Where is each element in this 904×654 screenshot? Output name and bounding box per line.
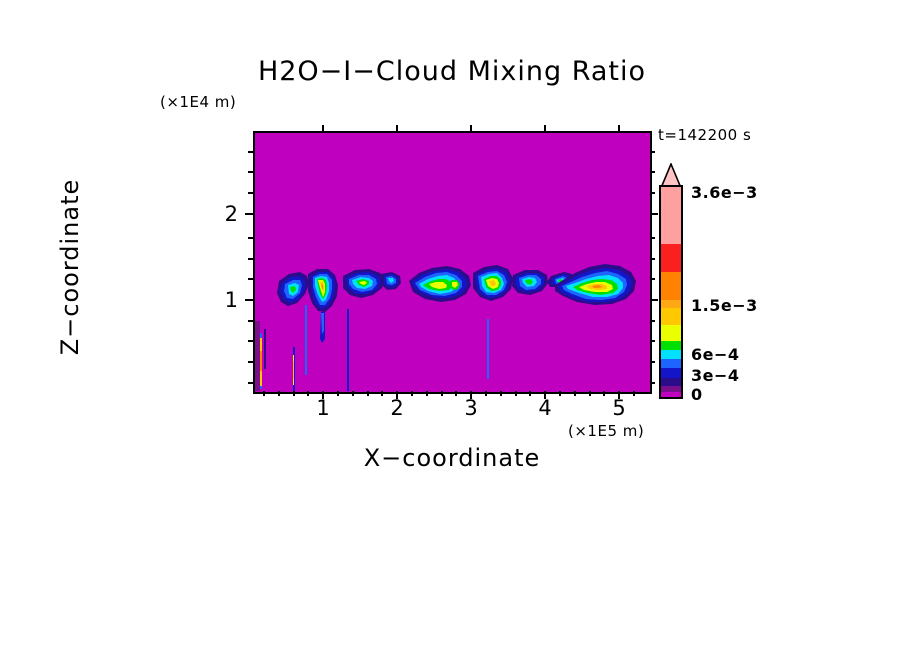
x-axis-units: (×1E5 m)	[568, 422, 645, 440]
figure-title: H2O−I−Cloud Mixing Ratio	[257, 56, 647, 87]
colorbar-label-6e-4: 6e−4	[691, 345, 740, 364]
y-tick-minor	[248, 237, 253, 239]
y-tick-right-minor	[650, 382, 655, 384]
x-tick-minor	[307, 391, 309, 396]
timestamp-label: t=142200 s	[658, 126, 752, 144]
colorbar-label-1_5e-3: 1.5e−3	[691, 296, 758, 315]
y-tick-minor	[248, 192, 253, 194]
contour-plot-area	[253, 131, 652, 394]
y-tick-right-major	[650, 299, 658, 301]
cloud-field-contours	[255, 264, 636, 391]
x-tick-minor	[603, 391, 605, 396]
y-tick-right-minor	[650, 278, 655, 280]
x-tick-label-1: 1	[316, 396, 330, 420]
colorbar-band-purple	[660, 386, 682, 392]
x-tick-minor	[426, 391, 428, 396]
cloud-cell-group-2	[343, 269, 401, 298]
x-tick-minor	[278, 391, 280, 396]
x-axis-title: X−coordinate	[363, 444, 541, 472]
x-tick-minor	[263, 391, 265, 396]
y-tick-right-minor	[650, 151, 655, 153]
colorbar-band-blue	[660, 368, 682, 378]
x-tick-top-major	[396, 125, 398, 133]
x-tick-label-3: 3	[464, 396, 478, 420]
colorbar-band-lightblue	[660, 359, 682, 368]
y-tick-right-minor	[650, 237, 655, 239]
colorbar-band-cyan	[660, 350, 682, 359]
x-tick-top-major	[322, 125, 324, 133]
x-tick-minor	[455, 391, 457, 396]
colorbar-band-yellow	[660, 325, 682, 341]
y-tick-minor	[248, 340, 253, 342]
x-tick-minor	[337, 391, 339, 396]
colorbar-band-9	[660, 272, 682, 300]
cloud-cell-group-1	[277, 269, 338, 343]
x-tick-label-4: 4	[538, 396, 552, 420]
y-tick-right-minor	[650, 320, 655, 322]
colorbar-label-3e-4: 3e−4	[691, 366, 740, 385]
y-tick-major-2	[245, 213, 253, 215]
x-tick-minor	[367, 391, 369, 396]
colorbar-band-navy	[660, 378, 682, 386]
colorbar-band-gold	[660, 308, 682, 325]
cloud-cell-group-6	[555, 264, 636, 305]
colorbar-band-10	[660, 244, 682, 272]
y-tick-major-1	[245, 299, 253, 301]
colorbar-band-magenta	[660, 392, 682, 398]
y-tick-minor	[248, 151, 253, 153]
y-tick-minor	[248, 278, 253, 280]
y-tick-minor	[248, 320, 253, 322]
x-tick-minor	[352, 391, 354, 396]
y-tick-minor	[248, 258, 253, 260]
x-tick-minor	[589, 391, 591, 396]
x-tick-top-major	[470, 125, 472, 133]
y-tick-minor	[248, 382, 253, 384]
x-tick-minor	[500, 391, 502, 396]
x-tick-minor	[515, 391, 517, 396]
x-tick-major-1	[322, 391, 324, 399]
y-tick-right-minor	[650, 192, 655, 194]
x-tick-minor	[559, 391, 561, 396]
x-tick-minor	[633, 391, 635, 396]
colorbar-band-11	[660, 186, 682, 244]
x-tick-top-major	[544, 125, 546, 133]
x-tick-minor	[381, 391, 383, 396]
x-tick-label-5: 5	[612, 396, 626, 420]
colorbar-band-green	[660, 341, 682, 350]
x-tick-minor	[529, 391, 531, 396]
colorbar-label-3_6e-3: 3.6e−3	[691, 183, 758, 202]
cloud-cell-group-3	[409, 266, 471, 302]
precipitation-streaks	[255, 305, 489, 391]
colorbar-label-0: 0	[691, 385, 703, 404]
y-tick-right-major	[650, 213, 658, 215]
x-tick-label-2: 2	[390, 396, 404, 420]
y-tick-minor	[248, 361, 253, 363]
y-axis-title: Z−coordinate	[56, 178, 84, 356]
z-axis-units: (×1E4 m)	[160, 93, 237, 111]
cloud-cell-group-4	[473, 265, 513, 301]
x-tick-major-3	[470, 391, 472, 399]
y-tick-right-minor	[650, 258, 655, 260]
y-tick-label-1: 1	[224, 288, 238, 312]
x-tick-minor	[574, 391, 576, 396]
y-tick-right-minor	[650, 171, 655, 173]
x-tick-minor	[441, 391, 443, 396]
y-tick-minor	[248, 171, 253, 173]
y-tick-right-minor	[650, 340, 655, 342]
x-tick-major-5	[618, 391, 620, 399]
x-tick-minor	[485, 391, 487, 396]
x-tick-major-4	[544, 391, 546, 399]
x-tick-top-major	[618, 125, 620, 133]
x-tick-minor	[293, 391, 295, 396]
x-tick-major-2	[396, 391, 398, 399]
y-tick-right-minor	[650, 361, 655, 363]
x-tick-minor	[411, 391, 413, 396]
y-tick-label-2: 2	[224, 202, 238, 226]
